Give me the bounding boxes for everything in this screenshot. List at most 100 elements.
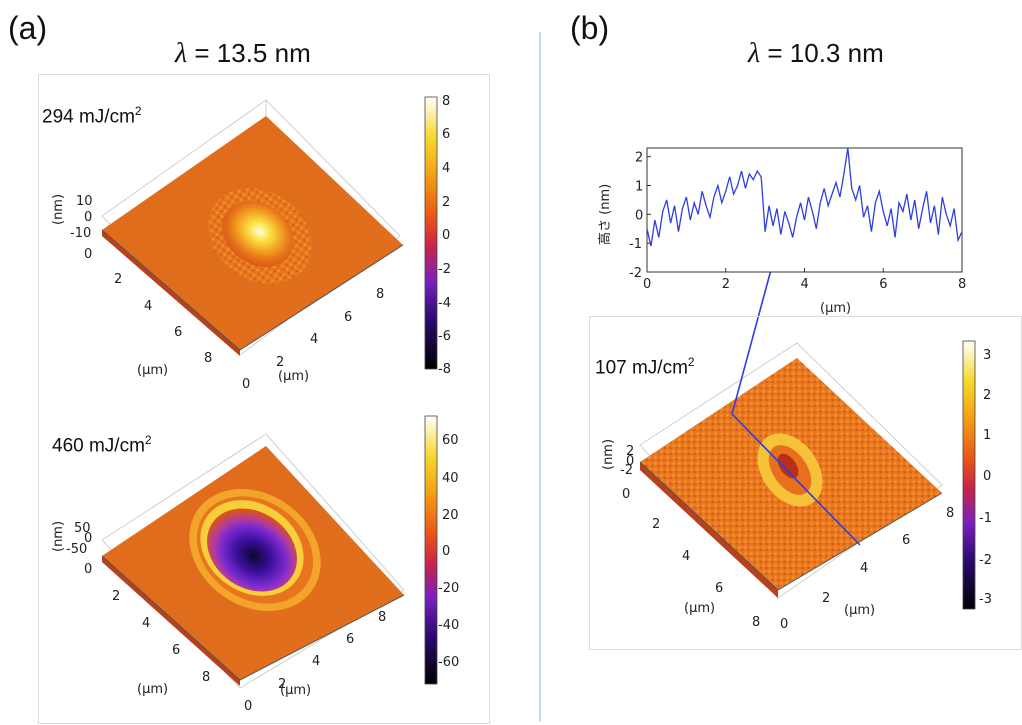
- z-axis-label: (nm): [51, 521, 66, 552]
- x-tick: 0: [242, 377, 250, 392]
- z-tick: 50: [74, 521, 91, 536]
- y-tick: 8: [204, 351, 212, 366]
- wavelength-value: 13.5 nm: [216, 38, 311, 68]
- panel-b-label: (b): [570, 10, 610, 46]
- x-tick: 0: [780, 617, 788, 632]
- profile-series-line: [646, 147, 963, 247]
- x-tick: 2: [276, 355, 284, 370]
- colorbar-tick: -40: [438, 618, 459, 633]
- x-tick: 4: [312, 654, 320, 669]
- lambda-symbol: λ: [748, 38, 761, 69]
- y-tick: 4: [142, 616, 150, 631]
- fluence-label-107: 107 mJ/cm2: [595, 355, 695, 379]
- colorbar-tick: 0: [442, 544, 450, 559]
- profile-y-tick: 2: [635, 151, 643, 166]
- y-axis-unit: (µm): [137, 682, 168, 697]
- surface-plot-294: (nm) 10 0 -10 0 2 4 6 8 0 2 4 6 8 (µm) (…: [51, 94, 451, 392]
- fluence-label-460: 460 mJ/cm2: [52, 433, 152, 457]
- x-axis-line: [239, 244, 404, 351]
- z-tick: 0: [84, 210, 92, 225]
- x-tick: 2: [822, 591, 830, 606]
- surface-plot-460: (nm) 50 0 -50 0 2 4 6 8 0 2 4 6 8 (µm) (…: [51, 415, 459, 714]
- profile-x-tick: 8: [958, 277, 966, 292]
- wavelength-value: 10.3 nm: [789, 38, 884, 68]
- y-tick: 6: [172, 643, 180, 658]
- z-axis-label: (nm): [601, 439, 616, 470]
- colorbar-ticks: 60 40 20 0 -20 -40 -60: [438, 433, 459, 670]
- y-axis-unit: (µm): [137, 363, 168, 378]
- y-tick: 2: [112, 589, 120, 604]
- profile-line: [731, 413, 861, 546]
- y-tick: 6: [715, 581, 723, 596]
- z-tick: -2: [620, 463, 633, 478]
- colorbar-tick: 2: [442, 195, 450, 210]
- y-tick: 4: [144, 299, 152, 314]
- panel-a-wavelength: λ = 13.5 nm: [175, 38, 311, 69]
- fluence-text: 107 mJ/cm: [595, 357, 688, 379]
- x-tick: 4: [860, 561, 868, 576]
- colorbar-tick: 20: [442, 508, 459, 523]
- y-tick: 2: [652, 517, 660, 532]
- z-tick: 0: [626, 454, 634, 469]
- profile-xlabel: (µm): [820, 301, 851, 316]
- x-axis-unit: (µm): [844, 603, 875, 618]
- colorbar-tick: 0: [983, 469, 991, 484]
- x-axis-line: [239, 594, 405, 681]
- colorbar-tick: -1: [979, 511, 992, 526]
- colorbar-tick: -60: [438, 655, 459, 670]
- colorbar-tick: -4: [438, 296, 451, 311]
- colorbar-tick: 60: [442, 433, 459, 448]
- lambda-symbol: λ: [175, 38, 188, 69]
- y-axis-line: [101, 229, 241, 351]
- x-axis-unit: (µm): [280, 683, 311, 698]
- colorbar: [424, 415, 438, 685]
- y-axis-unit: (µm): [684, 601, 715, 616]
- surface-edge: [102, 556, 240, 686]
- x-tick: 2: [278, 677, 286, 692]
- panel-divider: [539, 32, 541, 722]
- surface-edge: [640, 462, 778, 598]
- z-axis-label: (nm): [51, 194, 66, 225]
- colorbar: [424, 96, 438, 370]
- colorbar-tick: 4: [442, 161, 450, 176]
- profile-axes-box: [646, 147, 963, 273]
- colorbar-tick: -2: [438, 262, 451, 277]
- crater-pit: [207, 508, 297, 592]
- height-profile-chart: 高さ (nm) (µm) 0 2 4 6 8 2 1 0 -1 -2: [597, 147, 966, 316]
- y-tick: 8: [752, 615, 760, 630]
- fluence-sup: 2: [687, 355, 695, 369]
- profile-y-tick: 0: [635, 208, 643, 223]
- colorbar-tick: -20: [438, 581, 459, 596]
- fluence-label-294: 294 mJ/cm2: [42, 104, 142, 128]
- y-tick: 2: [114, 272, 122, 287]
- z-tick: -10: [70, 226, 91, 241]
- y-tick: 4: [682, 549, 690, 564]
- colorbar-tick: 2: [983, 388, 991, 403]
- bump-peak: [222, 201, 294, 267]
- colorbar: [962, 340, 976, 610]
- x-tick: 0: [244, 699, 252, 714]
- surface-edge: [102, 230, 240, 356]
- colorbar-tick: 8: [442, 94, 450, 109]
- y-tick: 0: [84, 562, 92, 577]
- x-tick: 8: [378, 610, 386, 625]
- profile-y-tick: -2: [629, 266, 642, 281]
- colorbar-tick: -3: [979, 592, 992, 607]
- colorbar-tick: -2: [979, 553, 992, 568]
- colorbar-tick: 0: [442, 228, 450, 243]
- panel-b-wavelength: λ = 10.3 nm: [748, 38, 884, 69]
- colorbar-ticks: 8 6 4 2 0 -2 -4 -6 -8: [438, 94, 451, 377]
- profile-ylabel: 高さ (nm): [597, 184, 613, 245]
- x-tick: 6: [344, 310, 352, 325]
- x-tick: 6: [902, 533, 910, 548]
- x-axis-line: [777, 492, 943, 591]
- y-axis-line: [101, 555, 241, 681]
- colorbar-tick: 40: [442, 471, 459, 486]
- y-tick: 0: [84, 247, 92, 262]
- profile-arrow: [731, 254, 776, 415]
- profile-x-tick: 6: [879, 277, 887, 292]
- colorbar-tick: -6: [438, 329, 451, 344]
- fluence-text: 294 mJ/cm: [42, 106, 135, 128]
